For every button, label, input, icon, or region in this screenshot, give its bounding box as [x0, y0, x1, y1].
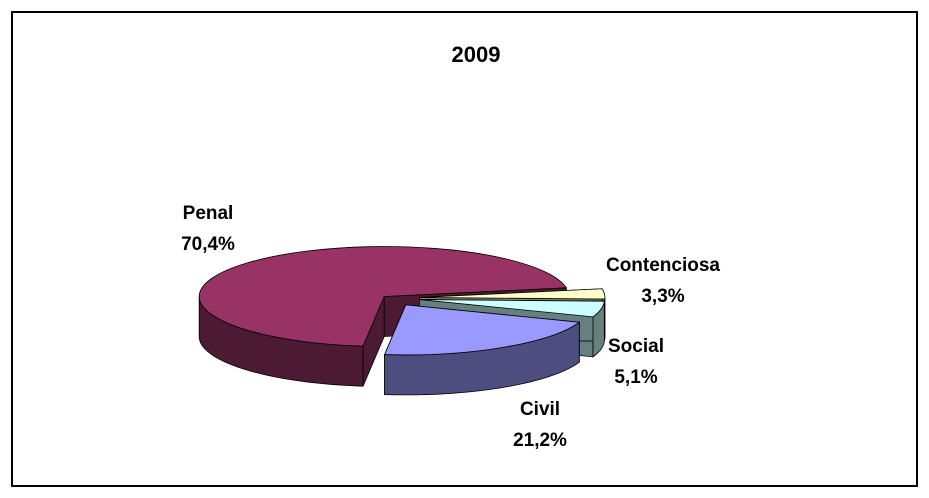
slice-top [198, 246, 568, 347]
chart-border [11, 11, 918, 487]
slice-value-label: 3,3% [641, 286, 684, 307]
slice-value-label: 5,1% [614, 367, 657, 388]
chart-title: 2009 [452, 42, 501, 67]
slice-value-label: 70,4% [181, 234, 235, 255]
slice [383, 304, 581, 396]
slice-top [419, 288, 606, 300]
slice-label: Social [608, 336, 664, 357]
slice-value-label: 21,2% [513, 430, 567, 451]
slice-top [383, 304, 581, 356]
slice-label: Penal [183, 203, 234, 224]
slice-top [419, 299, 605, 318]
slice-label: Civil [520, 399, 560, 420]
slice-label: Contenciosa [606, 255, 720, 276]
